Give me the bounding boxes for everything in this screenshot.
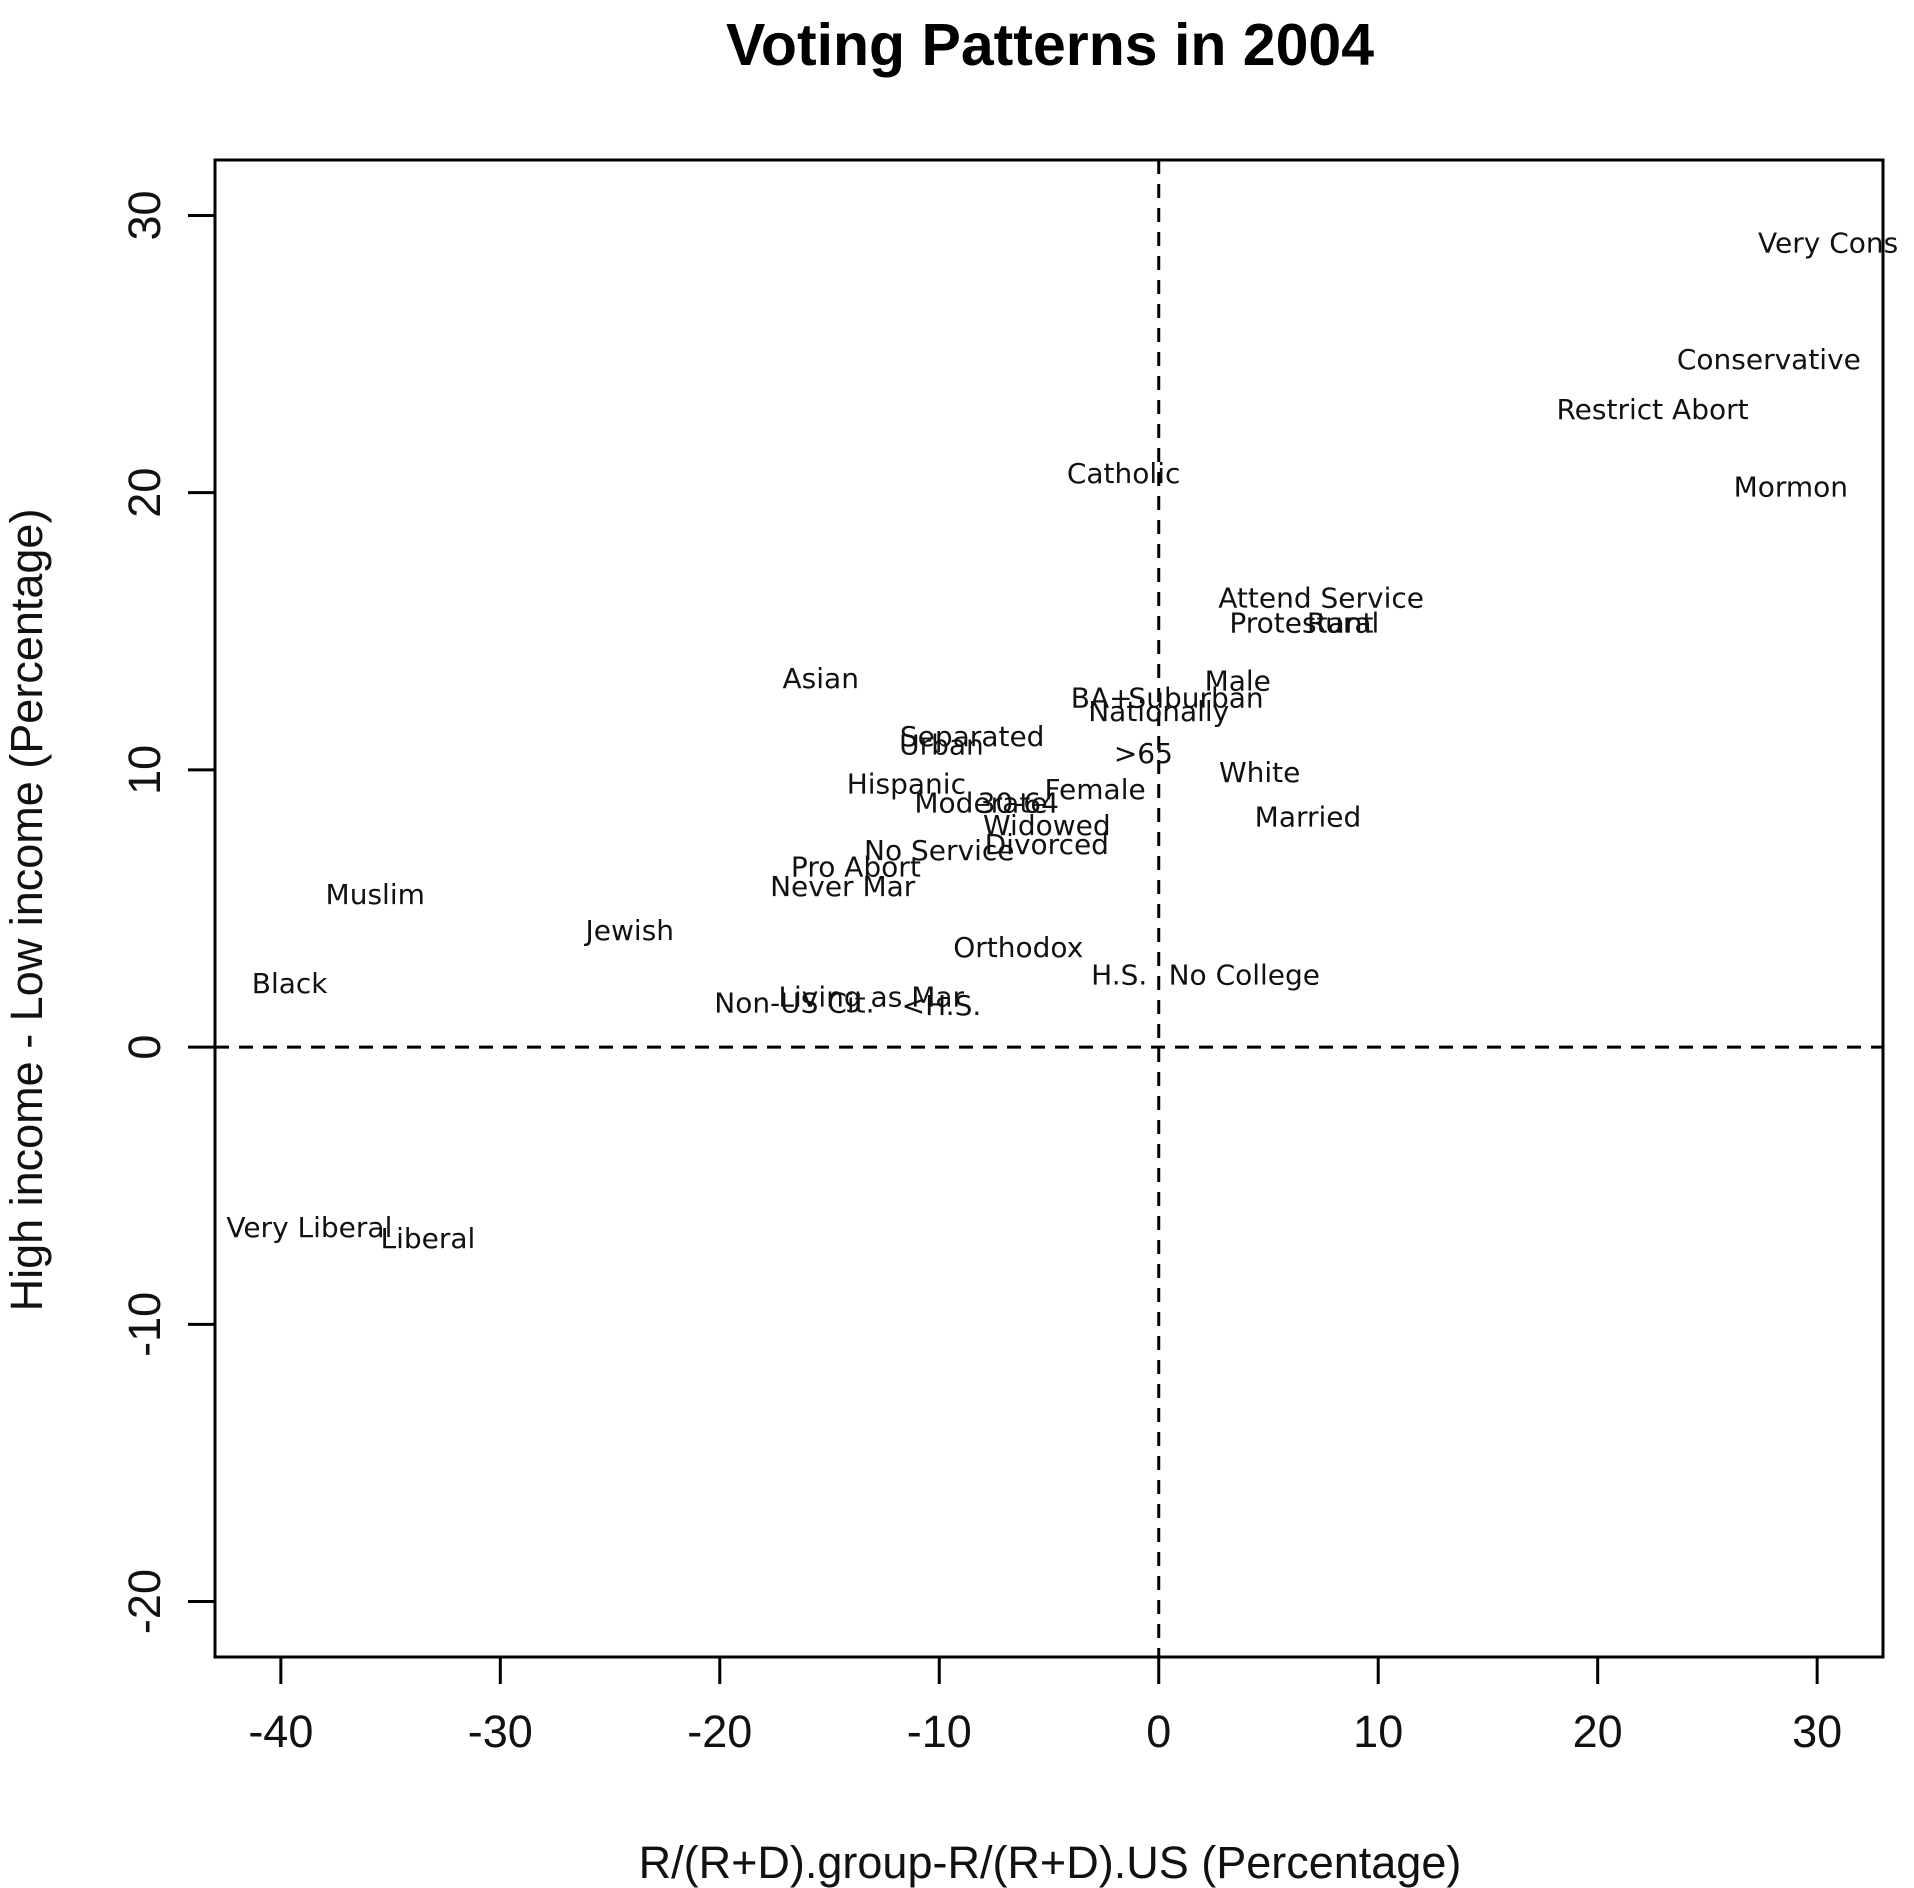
data-point-label: Very Liberal (226, 1211, 392, 1244)
x-tick-label: 30 (1792, 1706, 1842, 1757)
y-tick-label: 20 (119, 468, 170, 518)
data-point-label: Male (1205, 665, 1271, 698)
x-axis: -40 -30 -20 -10 0 10 20 30 (248, 1655, 1842, 1757)
data-point-label: Attend Service (1218, 582, 1424, 615)
y-tick-label: 10 (119, 745, 170, 795)
data-point-label: H.S. (1091, 959, 1147, 992)
data-point-label: Orthodox (953, 931, 1083, 964)
data-point-label: Restrict Abort (1556, 393, 1748, 426)
x-tick-label: -20 (687, 1706, 752, 1757)
plot-frame (213, 158, 1885, 1659)
x-tick-label: -40 (248, 1706, 313, 1757)
data-point-label: Mormon (1734, 471, 1848, 504)
y-tick-label: -10 (119, 1292, 170, 1357)
data-point-label: Asian (783, 662, 859, 695)
data-point-label: Suburban (1128, 681, 1263, 714)
x-tick-label: 20 (1573, 1706, 1623, 1757)
x-axis-label: R/(R+D).group-R/(R+D).US (Percentage) (639, 1837, 1462, 1888)
data-point-label: Non-US Cit. (714, 986, 874, 1019)
x-tick-label: 0 (1146, 1706, 1171, 1757)
data-point-label: Living as Mar (778, 981, 964, 1014)
x-tick-label: 10 (1353, 1706, 1403, 1757)
data-point-label: Widowed (983, 809, 1111, 842)
chart-title: Voting Patterns in 2004 (726, 12, 1374, 78)
data-point-label: >65 (1114, 737, 1173, 770)
reference-lines (215, 160, 1883, 1657)
data-point-label: White (1219, 756, 1300, 789)
data-point-label: Very Cons (1758, 227, 1898, 260)
point-labels: Very Cons Conservative Restrict Abort Mormo… (226, 227, 1898, 1255)
data-point-label: Liberal (380, 1222, 475, 1255)
y-tick-label: 30 (119, 190, 170, 240)
y-tick-label: 0 (119, 1035, 170, 1060)
data-point-label: Hispanic (847, 767, 966, 800)
data-point-label: BA+ (1071, 681, 1133, 714)
data-point-label: Catholic (1067, 457, 1181, 490)
data-point-label: Separated (900, 720, 1045, 753)
data-point-label: Female (1044, 773, 1145, 806)
data-point-label: Married (1255, 801, 1362, 834)
y-tick-label: -20 (119, 1569, 170, 1634)
data-point-label: Jewish (584, 914, 675, 947)
data-point-label: Moderate (914, 787, 1047, 820)
data-point-label: Muslim (326, 878, 425, 911)
data-point-label: Divorced (985, 828, 1109, 861)
data-point-label: Pro Abort (791, 850, 921, 883)
y-axis: -20 -10 0 10 20 30 (119, 190, 217, 1634)
data-point-label: Conservative (1677, 343, 1861, 376)
x-tick-label: -30 (468, 1706, 533, 1757)
data-point-label: Rural (1307, 606, 1379, 639)
data-point-label: 30-64 (978, 787, 1059, 820)
data-point-label: Protestant (1229, 606, 1373, 639)
data-point-label: <H.S. (902, 989, 982, 1022)
y-axis-label: High income - Low income (Percentage) (1, 509, 52, 1312)
data-point-label: No Service (864, 834, 1014, 867)
data-point-label: Never Mar (770, 870, 916, 903)
x-tick-label: -10 (907, 1706, 972, 1757)
data-point-label: Urban (899, 728, 984, 761)
data-point-label: No College (1169, 959, 1320, 992)
data-point-label: Black (252, 967, 329, 1000)
data-point-label: Nationally (1088, 695, 1229, 728)
